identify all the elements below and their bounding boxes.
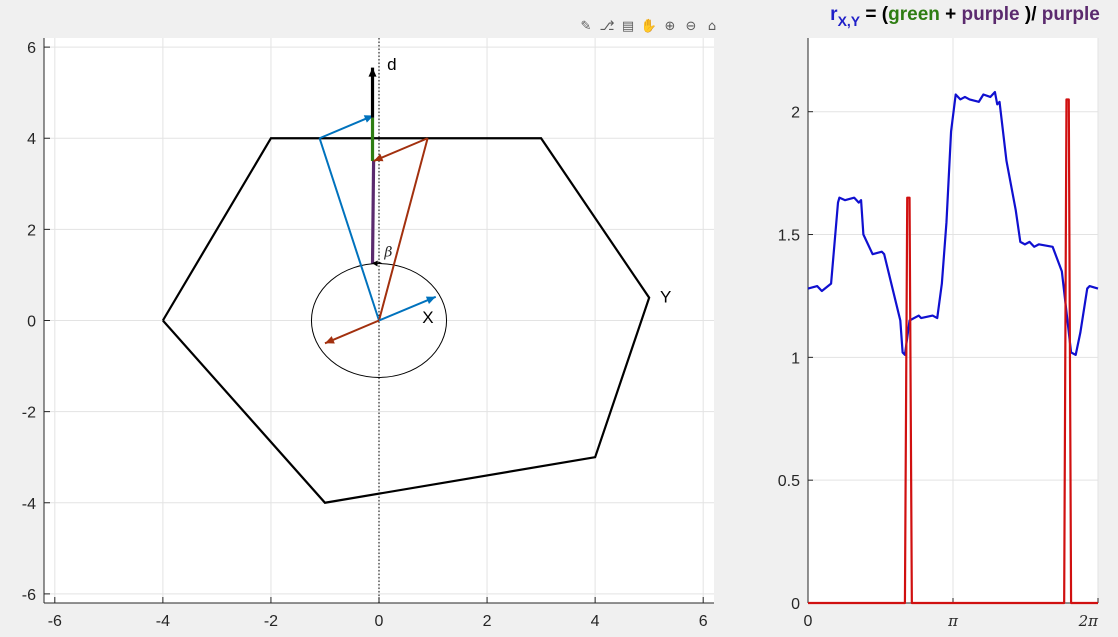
circle-X	[310, 263, 448, 378]
title-part: = (	[860, 4, 889, 25]
red-vector-head	[373, 153, 384, 162]
y-tick-label: 2	[791, 105, 800, 122]
y-tick-label: 0.5	[778, 473, 800, 490]
x-tick-label: 2	[483, 613, 492, 630]
label-d: d	[387, 55, 396, 74]
y-tick-label: 6	[27, 40, 36, 57]
label-beta: β	[383, 245, 392, 261]
title-text: rX,Y = (green + purple )/ purple	[830, 4, 1100, 29]
x-tick-label: -4	[156, 613, 170, 630]
title-part: +	[940, 4, 962, 25]
red-line	[378, 137, 429, 321]
right-plot-title: rX,Y = (green + purple )/ purple	[830, 4, 1100, 29]
series-line-1	[808, 98, 1098, 605]
y-tick-label: 1.5	[778, 228, 800, 245]
red-vector	[324, 319, 380, 345]
x-tick-label: π	[947, 612, 959, 630]
x-tick-label: 2π	[1078, 612, 1100, 630]
x-tick-label: -2	[264, 613, 278, 630]
left-axes[interactable]: -6 -4 -2 0 2 4 6 -6 -4 -2 0 2 4 6 d X Yβ	[22, 38, 714, 630]
title-part: purple	[1042, 4, 1100, 25]
y-tick-label: -6	[22, 587, 36, 604]
blue-line	[318, 137, 380, 321]
polygon-Y	[161, 137, 651, 504]
blue-vector	[319, 114, 374, 140]
purple-segment	[370, 161, 376, 264]
blue-vector-head	[425, 296, 436, 304]
series-line-0	[807, 90, 1099, 356]
title-part: )/	[1020, 4, 1042, 25]
right-axes[interactable]: 0 π 2π 0 0.5 1 1.5 2	[778, 38, 1099, 630]
blue-vector	[378, 295, 437, 322]
figure-toolbar: ✎ ⎇ ▤ ✋ ⊕ ⊖ ⌂	[576, 14, 722, 38]
y-tick-label: 1	[791, 350, 800, 367]
y-tick-label: -4	[22, 496, 36, 513]
brush-icon[interactable]: ✎	[580, 18, 592, 34]
zoom-out-icon[interactable]: ⊖	[685, 18, 697, 34]
title-part: r	[830, 4, 838, 25]
label-X: X	[422, 308, 433, 327]
x-tick-label: 4	[591, 613, 600, 630]
d-vector-head	[368, 67, 377, 77]
legend-icon[interactable]: ▤	[621, 18, 635, 34]
y-tick-label: 4	[27, 131, 36, 148]
y-tick-label: 0	[27, 314, 36, 331]
beta-arc-head	[372, 260, 378, 267]
y-tick-label: -2	[22, 405, 36, 422]
x-tick-label: 0	[375, 613, 384, 630]
title-part: X,Y	[838, 13, 861, 29]
x-tick-label: 6	[699, 613, 708, 630]
data-tips-icon[interactable]: ⎇	[599, 18, 615, 34]
y-tick-label: 2	[27, 222, 36, 239]
x-tick-label: -6	[48, 613, 62, 630]
red-vector-head	[324, 336, 335, 344]
title-part: green	[888, 4, 940, 25]
label-Y: Y	[660, 287, 671, 306]
x-tick-label: 0	[804, 613, 813, 630]
pan-icon[interactable]: ✋	[640, 18, 658, 34]
zoom-in-icon[interactable]: ⊕	[664, 18, 676, 34]
home-icon[interactable]: ⌂	[707, 18, 717, 34]
red-vector	[373, 137, 429, 162]
title-part: purple	[962, 4, 1020, 25]
y-tick-label: 0	[791, 596, 800, 613]
